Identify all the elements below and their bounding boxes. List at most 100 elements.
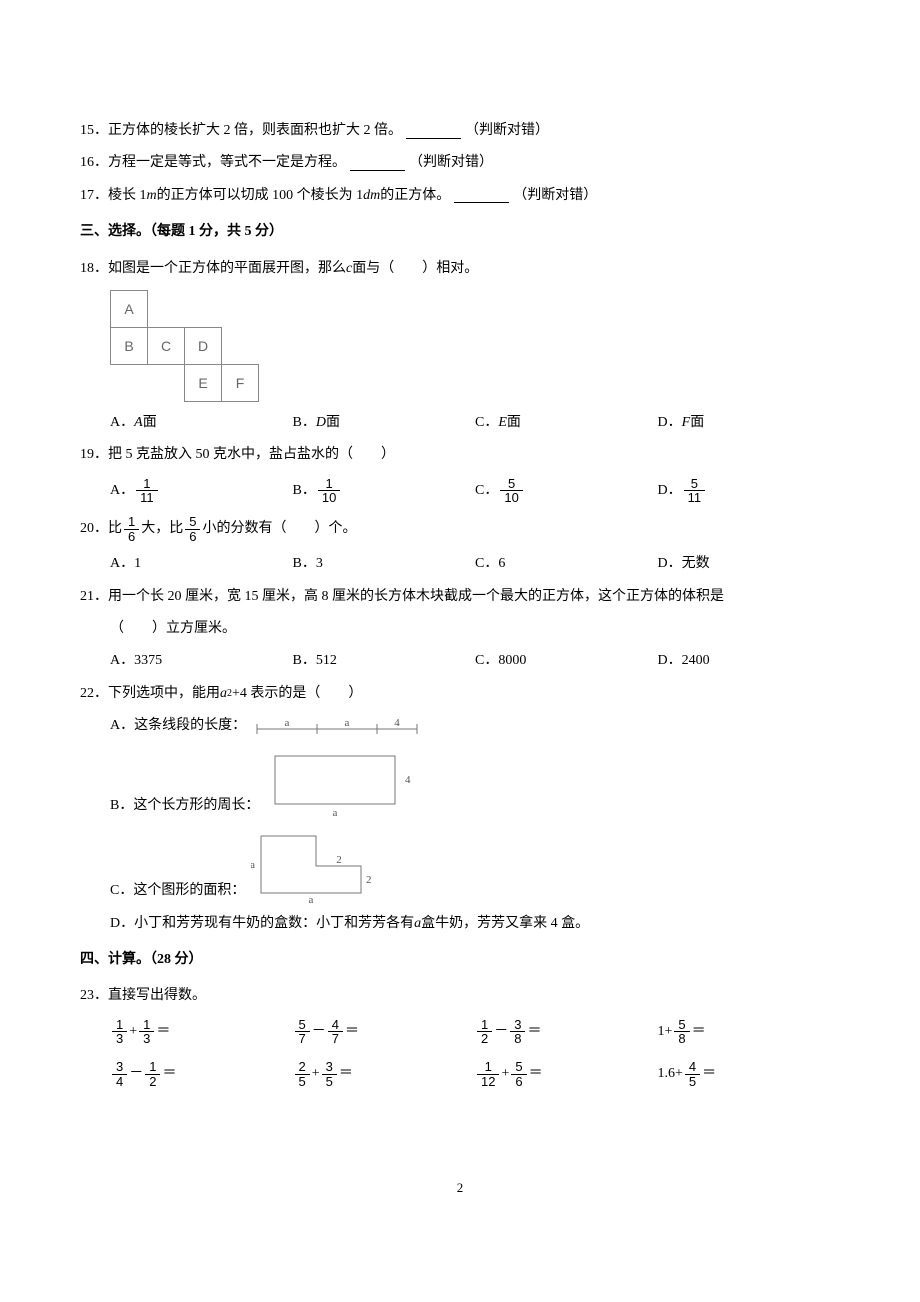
choice-b[interactable]: B．512 bbox=[293, 650, 476, 672]
q21-choices: A．3375 B．512 C．8000 D．2400 bbox=[110, 650, 840, 672]
question-22: 22． 下列选项中，能用 a2+4 表示的是（ ） bbox=[80, 683, 840, 705]
choice-c[interactable]: C．E 面 bbox=[475, 412, 658, 434]
frac-den: 3 bbox=[139, 1031, 154, 1046]
fraction: 34 bbox=[112, 1060, 127, 1088]
page-number: 2 bbox=[80, 1178, 840, 1199]
eq: ＝ bbox=[162, 1063, 176, 1085]
q-text: 棱长 1 bbox=[108, 185, 147, 207]
net-cell: F bbox=[222, 364, 259, 401]
fraction: 57 bbox=[295, 1018, 310, 1046]
q-text: 比 bbox=[108, 518, 122, 540]
q-num: 19． bbox=[80, 444, 108, 466]
choice-suffix: 面 bbox=[326, 412, 340, 434]
calc-cell[interactable]: 12 － 38 ＝ bbox=[475, 1018, 658, 1046]
frac-den: 6 bbox=[185, 529, 200, 544]
choice-d[interactable]: D．F 面 bbox=[658, 412, 841, 434]
eq: ＝ bbox=[156, 1021, 170, 1043]
frac-num: 5 bbox=[504, 477, 519, 491]
frac-num: 3 bbox=[510, 1018, 525, 1032]
frac-num: 3 bbox=[322, 1060, 337, 1074]
choice-b[interactable]: B．D 面 bbox=[293, 412, 476, 434]
net-cell: D bbox=[185, 327, 222, 364]
q18-choices: A．A 面 B．D 面 C．E 面 D．F 面 bbox=[110, 412, 840, 434]
frac-num: 1 bbox=[112, 1018, 127, 1032]
frac-num: 2 bbox=[295, 1060, 310, 1074]
question-15: 15． 正方体的棱长扩大 2 倍，则表面积也扩大 2 倍。 （判断对错） bbox=[80, 120, 840, 142]
frac-num: 1 bbox=[477, 1018, 492, 1032]
q-text: 把 5 克盐放入 50 克水中，盐占盐水的（ ） bbox=[108, 444, 395, 466]
fraction: 13 bbox=[112, 1018, 127, 1046]
q22-opt-b[interactable]: B．这个长方形的周长： 4 a bbox=[80, 748, 840, 818]
choice-a[interactable]: A．A 面 bbox=[110, 412, 293, 434]
fraction: 110 bbox=[318, 477, 340, 505]
answer-blank[interactable] bbox=[350, 156, 405, 171]
eq: ＝ bbox=[529, 1063, 543, 1085]
choice-b[interactable]: B．3 bbox=[293, 553, 476, 575]
fraction: 112 bbox=[477, 1060, 499, 1088]
choice-text: C．6 bbox=[475, 553, 505, 575]
fraction: 111 bbox=[136, 477, 158, 505]
svg-text:2: 2 bbox=[366, 874, 372, 886]
svg-text:4: 4 bbox=[394, 717, 400, 729]
frac-num: 1 bbox=[145, 1060, 160, 1074]
q-text: 小的分数有（ ）个。 bbox=[202, 518, 356, 540]
frac-den: 8 bbox=[674, 1031, 689, 1046]
frac-den: 2 bbox=[145, 1074, 160, 1089]
choice-text: A．这条线段的长度： bbox=[110, 715, 246, 737]
q-num: 17． bbox=[80, 185, 108, 207]
question-18: 18． 如图是一个正方体的平面展开图，那么 c 面与（ ）相对。 bbox=[80, 258, 840, 280]
calc-cell[interactable]: 1.6+ 45 ＝ bbox=[658, 1060, 841, 1088]
q20-choices: A．1 B．3 C．6 D．无数 bbox=[110, 553, 840, 575]
frac-num: 1 bbox=[139, 1018, 154, 1032]
q22-opt-d[interactable]: D．小丁和芳芳现有牛奶的盒数：小丁和芳芳各有 a 盒牛奶，芳芳又拿来 4 盒。 bbox=[80, 913, 840, 935]
frac-den: 5 bbox=[685, 1074, 700, 1089]
frac-den: 12 bbox=[477, 1074, 499, 1089]
calc-cell[interactable]: 13 + 13 ＝ bbox=[110, 1018, 293, 1046]
calc-cell[interactable]: 57 － 47 ＝ bbox=[293, 1018, 476, 1046]
frac-den: 3 bbox=[112, 1031, 127, 1046]
fraction: 38 bbox=[510, 1018, 525, 1046]
calc-cell[interactable]: 25 + 35 ＝ bbox=[293, 1060, 476, 1088]
question-21-cont: （ ）立方厘米。 bbox=[80, 618, 840, 640]
frac-den: 2 bbox=[477, 1031, 492, 1046]
fraction: 511 bbox=[684, 477, 706, 505]
net-cell: A bbox=[111, 290, 148, 327]
answer-blank[interactable] bbox=[454, 188, 509, 203]
choice-text: D．无数 bbox=[658, 553, 710, 575]
q19-choices: A．111 B．110 C．510 D．511 bbox=[110, 477, 840, 505]
calc-cell[interactable]: 34 － 12 ＝ bbox=[110, 1060, 293, 1088]
choice-label: C． bbox=[475, 412, 498, 434]
eq: ＝ bbox=[692, 1021, 706, 1043]
answer-blank[interactable] bbox=[406, 124, 461, 139]
choice-d[interactable]: D．无数 bbox=[658, 553, 841, 575]
choice-text: A．3375 bbox=[110, 650, 162, 672]
choice-label: D． bbox=[658, 412, 682, 434]
calc-cell[interactable]: 112 + 56 ＝ bbox=[475, 1060, 658, 1088]
choice-d[interactable]: D．511 bbox=[658, 477, 841, 505]
choice-c[interactable]: C．8000 bbox=[475, 650, 658, 672]
frac-den: 10 bbox=[500, 490, 522, 505]
svg-text:a: a bbox=[251, 859, 255, 871]
choice-suffix: 面 bbox=[690, 412, 704, 434]
cube-net-diagram: A BCD EF bbox=[110, 290, 259, 402]
op: － bbox=[494, 1021, 508, 1043]
frac-num: 1 bbox=[139, 477, 154, 491]
segment-diagram: a a 4 bbox=[252, 715, 422, 737]
exam-page: 15． 正方体的棱长扩大 2 倍，则表面积也扩大 2 倍。 （判断对错） 16．… bbox=[0, 0, 920, 1239]
choice-c[interactable]: C．510 bbox=[475, 477, 658, 505]
choice-a[interactable]: A．1 bbox=[110, 553, 293, 575]
q-text: 大，比 bbox=[141, 518, 183, 540]
choice-a[interactable]: A．3375 bbox=[110, 650, 293, 672]
section-4-head: 四、计算。（28 分） bbox=[80, 949, 840, 971]
calc-grid: 13 + 13 ＝ 57 － 47 ＝ 12 － 38 ＝ 1+ 58 ＝ 34… bbox=[110, 1018, 840, 1089]
choice-a[interactable]: A．111 bbox=[110, 477, 293, 505]
q-num: 15． bbox=[80, 120, 108, 142]
choice-d[interactable]: D．2400 bbox=[658, 650, 841, 672]
q22-opt-c[interactable]: C．这个图形的面积： a 2 2 a bbox=[80, 828, 840, 903]
unit-dm: dm bbox=[363, 185, 380, 207]
choice-c[interactable]: C．6 bbox=[475, 553, 658, 575]
choice-b[interactable]: B．110 bbox=[293, 477, 476, 505]
calc-cell[interactable]: 1+ 58 ＝ bbox=[658, 1018, 841, 1046]
q-text: 的正方体可以切成 100 个棱长为 1 bbox=[157, 185, 364, 207]
q22-opt-a[interactable]: A．这条线段的长度： a a 4 bbox=[80, 715, 840, 737]
